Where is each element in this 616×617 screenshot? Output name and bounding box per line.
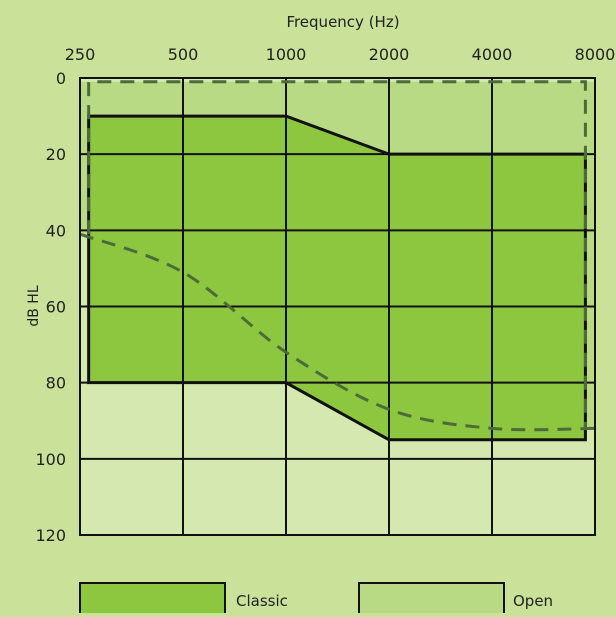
y-tick-label-0: 0 — [56, 69, 66, 88]
y-tick-label-2: 40 — [46, 221, 66, 240]
open-region-outline — [87, 80, 587, 429]
x-tick-label-3: 2000 — [369, 45, 410, 64]
legend-swatch-open — [358, 582, 505, 617]
open-region-lower-boundary — [79, 232, 596, 432]
x-tick-label-4: 4000 — [472, 45, 513, 64]
classic-region-outline — [87, 114, 587, 442]
legend-swatch-classic — [79, 582, 226, 617]
legend-label-classic: Classic — [236, 592, 288, 610]
x-tick-label-1: 500 — [168, 45, 199, 64]
legend: Classic Open — [79, 582, 553, 617]
tick-labels: 250 500 1000 2000 4000 8000 0 20 40 60 80 100 120 — [35, 45, 615, 545]
y-tick-label-5: 100 — [35, 450, 66, 469]
y-tick-label-6: 120 — [35, 526, 66, 545]
y-tick-label-4: 80 — [46, 374, 66, 393]
x-tick-label-5: 8000 — [575, 45, 616, 64]
x-tick-label-0: 250 — [65, 45, 96, 64]
y-axis-label: dB HL — [26, 285, 42, 326]
plot-area — [79, 77, 596, 536]
plot-border — [79, 77, 596, 536]
x-axis-label: Frequency (Hz) — [286, 13, 399, 31]
classic-region-fill — [88, 116, 586, 440]
y-tick-label-1: 20 — [46, 145, 66, 164]
x-tick-label-2: 1000 — [266, 45, 307, 64]
legend-label-open: Open — [513, 592, 553, 610]
y-tick-label-3: 60 — [46, 298, 66, 317]
